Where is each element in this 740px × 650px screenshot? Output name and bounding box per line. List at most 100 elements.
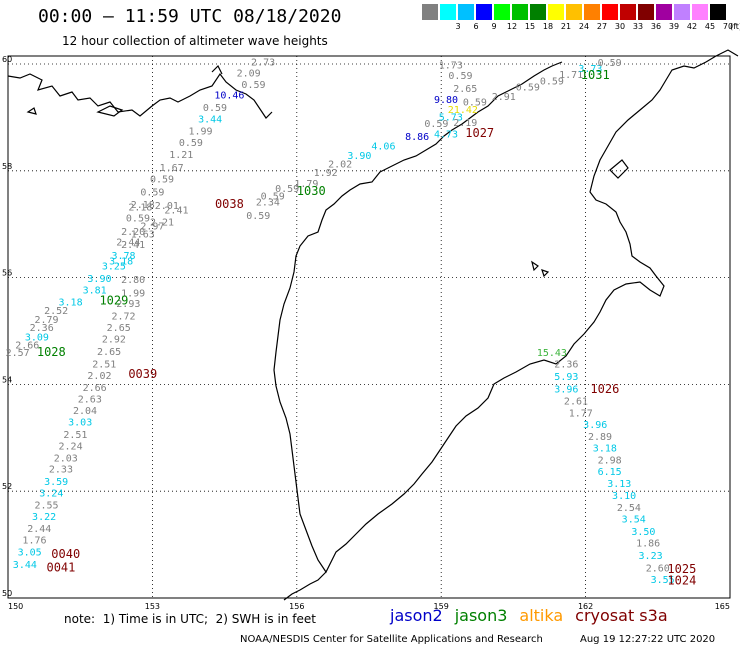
- altimeter-observations: 2.732.090.5910.460.593.441.990.591.211.6…: [6, 58, 675, 586]
- wave-height-value: 8.86: [405, 132, 429, 143]
- wave-height-value: 21.42: [448, 105, 478, 116]
- wave-height-value: 2.01: [155, 201, 179, 212]
- wave-height-value: 1.99: [188, 126, 212, 137]
- ostrov-spafaryeva: [96, 105, 124, 117]
- longitude-label: 153: [145, 602, 160, 611]
- latitude-label: 50: [2, 589, 12, 598]
- wave-height-value: 1.92: [314, 168, 338, 179]
- wave-height-value: 0.59: [448, 71, 472, 82]
- scale-swatch: [512, 4, 528, 20]
- scale-label: 27: [596, 22, 608, 31]
- wave-height-value: 3.81: [83, 286, 107, 297]
- wave-height-value: 1.71: [559, 70, 583, 81]
- pass-id-label: 1031: [581, 68, 610, 82]
- wave-height-value: 2.80: [121, 275, 145, 286]
- scale-label: 18: [542, 22, 554, 31]
- small-island-1: [531, 260, 539, 272]
- scale-unit: (ft): [729, 22, 740, 31]
- kamchatka-west-coast: [273, 49, 739, 574]
- wave-height-value: 3.13: [607, 479, 631, 490]
- wave-height-value: 2.66: [15, 341, 39, 352]
- wave-height-value: 2.19: [453, 118, 477, 129]
- wave-height-value: 1.21: [169, 150, 193, 161]
- pass-id-label: 0040: [51, 547, 80, 561]
- scale-swatch: [566, 4, 582, 20]
- wave-height-value: 2.51: [63, 430, 87, 441]
- scale-label: 36: [650, 22, 662, 31]
- scale-label: 21: [560, 22, 572, 31]
- scale-swatch: [638, 4, 654, 20]
- northern-coastline: [7, 72, 273, 119]
- wave-height-value: 2.51: [92, 359, 116, 370]
- wave-height-value: 2.72: [111, 311, 135, 322]
- generation-timestamp: Aug 19 12:27:22 UTC 2020: [580, 634, 716, 645]
- scale-label: 9: [491, 22, 497, 31]
- scale-label: 30: [614, 22, 626, 31]
- wave-height-value: 0.59: [540, 76, 564, 87]
- wave-height-value: 2.41: [121, 240, 145, 251]
- wave-height-value: 5.73: [439, 113, 463, 124]
- wave-height-value: 1.63: [131, 230, 155, 241]
- longitude-label: 165: [715, 602, 730, 611]
- wave-height-value: 0.59: [246, 211, 270, 222]
- wave-height-value: 2.18: [131, 200, 155, 211]
- scale-swatch: [584, 4, 600, 20]
- wave-height-value: 2.52: [44, 306, 68, 317]
- wave-height-value: 3.25: [102, 262, 126, 273]
- wave-height-value: 2.34: [256, 198, 280, 209]
- scale-swatch: [440, 4, 456, 20]
- satellite-legend-item: cryosat s3a: [575, 606, 668, 625]
- wave-height-value: 3.22: [32, 512, 56, 523]
- wave-height-value: 2.36: [554, 359, 578, 370]
- wave-height-value: 3.50: [631, 527, 655, 538]
- wave-height-value: 3.18: [109, 256, 133, 267]
- satellite-legend-item: jason3: [454, 606, 508, 625]
- wave-height-value: 2.36: [30, 323, 54, 334]
- wave-height-value: 3.10: [612, 491, 636, 502]
- scale-swatch: [476, 4, 492, 20]
- wave-height-value: 2.02: [87, 371, 111, 382]
- wave-height-value: 10.46: [214, 91, 244, 102]
- wave-height-value: 1.77: [569, 408, 593, 419]
- wave-height-value: 2.55: [34, 500, 58, 511]
- scale-swatch: [620, 4, 636, 20]
- wave-height-value: 1.76: [22, 536, 46, 547]
- wave-height-value: 2.24: [59, 442, 83, 453]
- wave-height-value: 2.79: [34, 315, 58, 326]
- wave-height-value: 3.78: [111, 251, 135, 262]
- satellite-legend-item: jason2: [390, 606, 443, 625]
- wave-height-value: 0.59: [598, 58, 622, 69]
- wave-height-value: 3.96: [583, 420, 607, 431]
- wave-height-value: 9.80: [434, 95, 458, 106]
- wave-height-value: 0.59: [516, 83, 540, 94]
- wave-height-value: 0.59: [179, 138, 203, 149]
- kuril-islands: [283, 571, 327, 601]
- pass-id-label: 1030: [297, 184, 326, 198]
- pass-id-label: 0038: [215, 197, 244, 211]
- wave-height-value: 0.59: [203, 103, 227, 114]
- scale-label: 39: [668, 22, 680, 31]
- wave-height-value: 0.59: [463, 98, 487, 109]
- wave-height-value: 1.86: [636, 539, 660, 550]
- wave-height-value: 0.59: [140, 187, 164, 198]
- lat-lon-grid: [7, 55, 731, 599]
- scale-swatch: [602, 4, 618, 20]
- wave-height-value: 3.90: [347, 151, 371, 162]
- wave-height-value: 3.59: [44, 477, 68, 488]
- wave-height-value: 4.06: [371, 141, 395, 152]
- satellite-legend-item: altika: [519, 606, 564, 625]
- wave-height-value: 2.97: [140, 222, 164, 233]
- wave-height-value: 1.73: [439, 60, 463, 71]
- wave-height-value: 3.44: [198, 115, 222, 126]
- longitude-label: 159: [434, 602, 449, 611]
- wave-height-value: 15.43: [537, 348, 567, 359]
- wave-height-value: 3.18: [59, 297, 83, 308]
- wave-height-value: 0.59: [261, 192, 285, 203]
- scale-label: 3: [455, 22, 461, 31]
- scale-label: 24: [578, 22, 590, 31]
- wave-height-value: 2.44: [27, 524, 51, 535]
- wave-height-value: 3.23: [639, 551, 663, 562]
- scale-swatch: [656, 4, 672, 20]
- pass-id-label: 1029: [99, 293, 128, 307]
- wave-height-value: 2.91: [492, 92, 516, 103]
